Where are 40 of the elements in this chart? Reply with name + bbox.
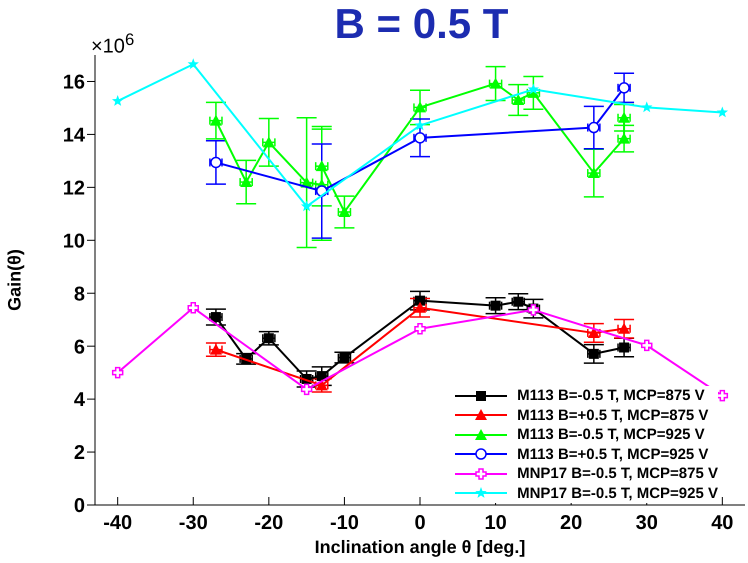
point (188, 302, 200, 314)
legend-label: M113 B=+0.5 T, MCP=875 V (517, 406, 708, 425)
point (188, 58, 199, 70)
y-tick-label: 16 (62, 72, 85, 94)
x-tick-label: 30 (636, 512, 658, 534)
y-tick-label: 0 (74, 495, 85, 518)
point (640, 340, 652, 352)
legend-label: M113 B=-0.5 T, MCP=925 V (517, 425, 705, 444)
point (112, 366, 124, 378)
x-axis-title: Inclination angle θ [deg.] (314, 537, 526, 557)
x-tick-label: -20 (254, 512, 284, 534)
x-tick-label: 40 (711, 512, 734, 534)
y-axis-title: Gain(θ) (4, 249, 24, 311)
y-tick-label: 8 (74, 283, 85, 306)
y-tick-label: 6 (74, 336, 85, 358)
y-tick-label: 10 (62, 230, 85, 252)
x-tick-label: 20 (560, 512, 582, 534)
y-tick-label: 14 (62, 124, 86, 147)
chart-title: B = 0.5 T (334, 0, 508, 47)
point (300, 200, 312, 212)
point (300, 384, 312, 396)
y-tick-label: 2 (74, 442, 85, 464)
x-tick-label: -10 (330, 512, 359, 534)
x-tick-label: -40 (103, 512, 132, 534)
point (716, 106, 728, 118)
point (528, 83, 540, 94)
x-tick-label: -30 (178, 512, 208, 534)
legend-label: M113 B=-0.5 T, MCP=875 V (517, 386, 705, 406)
y-tick-label: 12 (62, 177, 85, 200)
point (716, 390, 728, 402)
point (414, 322, 426, 334)
x-tick-label: 10 (484, 512, 507, 534)
y-tick-label: 4 (74, 389, 86, 412)
x-tick-label: 0 (414, 512, 426, 534)
annotation: ×10$^{6}$ (91, 30, 134, 59)
legend-label: M113 B=+0.5 T, MCP=925 V (517, 444, 708, 464)
point (112, 95, 124, 106)
legend-label: MNP17 B=-0.5 T, MCP=925 V (517, 484, 718, 503)
legend-label: MNP17 B=-0.5 T, MCP=875 V (517, 464, 718, 484)
point (641, 101, 652, 112)
